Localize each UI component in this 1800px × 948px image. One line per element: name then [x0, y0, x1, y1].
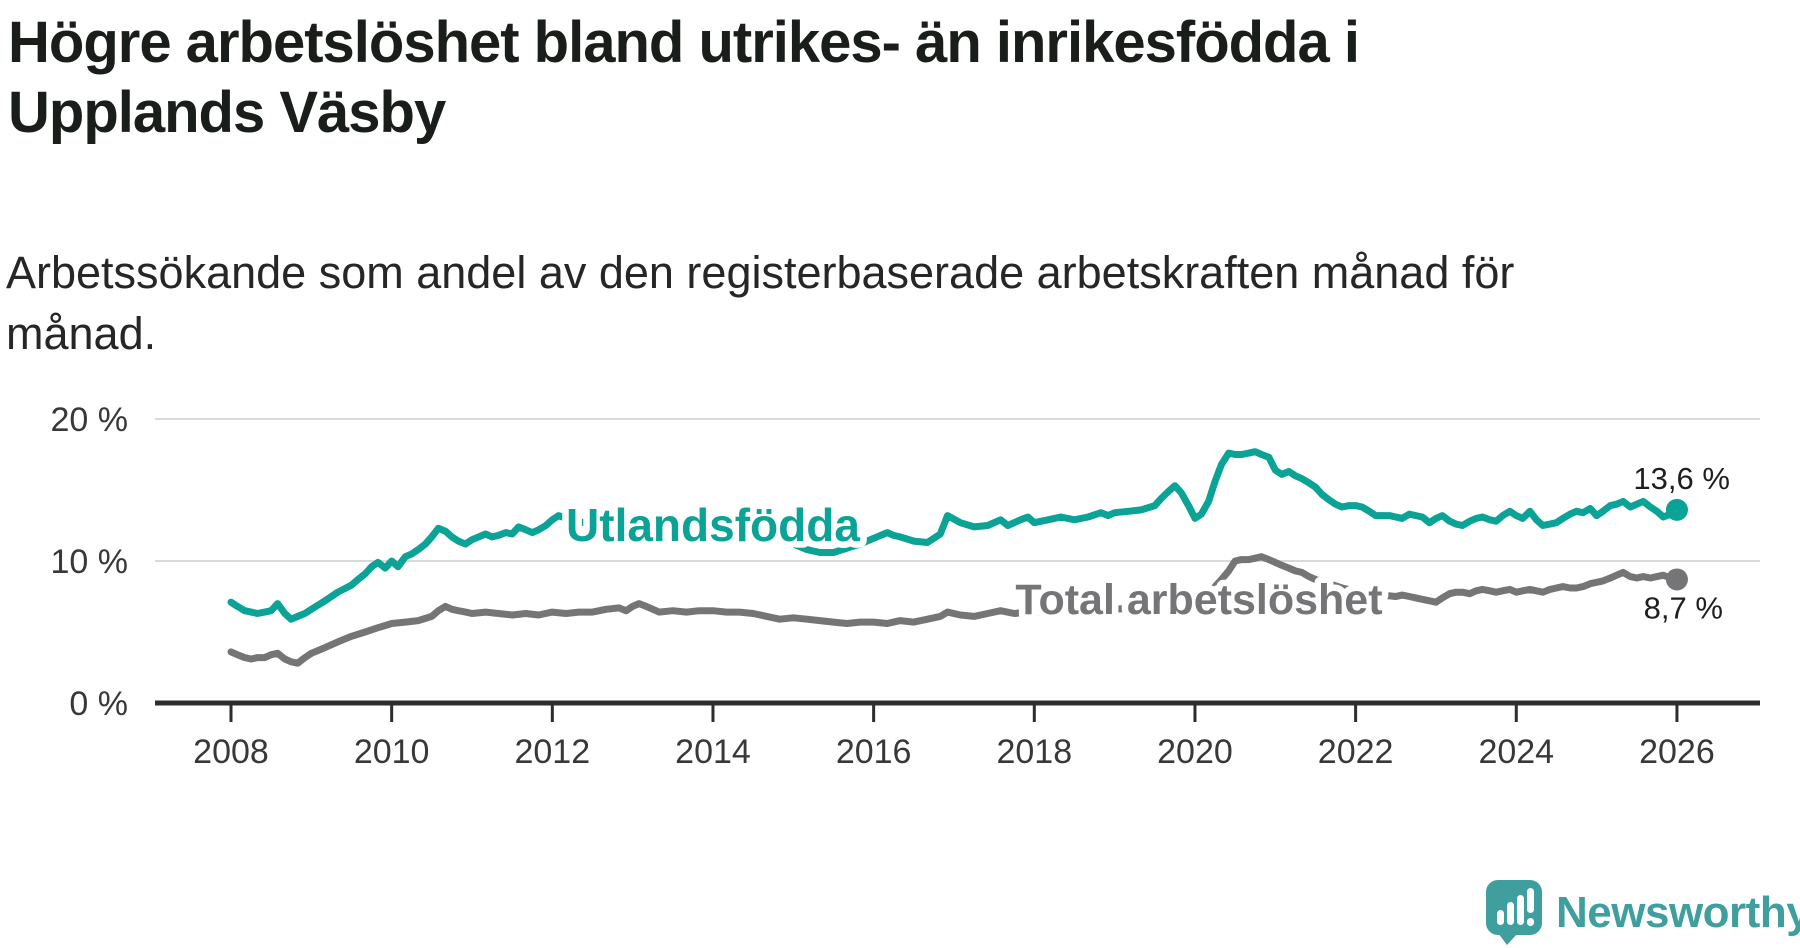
foreign-born-series-label: Utlandsfödda — [566, 499, 860, 551]
x-axis-label: 2024 — [1478, 733, 1554, 771]
chart-title: Högre arbetslöshet bland utrikes- än inr… — [8, 8, 1360, 148]
foreign-born-end-dot — [1665, 498, 1688, 521]
total-unemployment-end-dot — [1665, 568, 1688, 591]
total-unemployment-end-value: 8,7 % — [1644, 590, 1723, 625]
chart-subtitle: Arbetssökande som andel av den registerb… — [6, 242, 1514, 364]
y-axis-label: 20 % — [51, 401, 129, 439]
chart-title-line-1: Högre arbetslöshet bland utrikes- än inr… — [8, 10, 1360, 75]
x-axis-label: 2020 — [1157, 733, 1233, 771]
total-unemployment-line — [227, 553, 1681, 667]
x-axis-label: 2026 — [1639, 733, 1715, 771]
x-axis-label: 2018 — [996, 733, 1072, 771]
foreign-born-line — [227, 448, 1681, 623]
foreign-born-end-value: 13,6 % — [1633, 461, 1730, 496]
newsworthy-logo: Newsworthy — [1486, 880, 1800, 946]
x-axis-label: 2016 — [836, 733, 912, 771]
newsworthy-wordmark: Newsworthy — [1556, 888, 1800, 937]
newsworthy-logo-icon — [1486, 880, 1542, 945]
y-axis-label: 10 % — [51, 543, 129, 581]
x-axis-label: 2008 — [193, 733, 269, 771]
chart-title-line-2: Upplands Väsby — [8, 80, 446, 145]
x-axis-label: 2014 — [675, 733, 751, 771]
x-axis-label: 2010 — [354, 733, 430, 771]
total-unemployment-series-label: Total arbetslöshet — [1015, 576, 1382, 624]
x-axis-label: 2012 — [514, 733, 590, 771]
chart-subtitle-line-1: Arbetssökande som andel av den registerb… — [6, 247, 1515, 298]
y-axis-label: 0 % — [69, 685, 128, 723]
x-axis-label: 2022 — [1318, 733, 1394, 771]
chart-subtitle-line-2: månad. — [6, 308, 157, 359]
